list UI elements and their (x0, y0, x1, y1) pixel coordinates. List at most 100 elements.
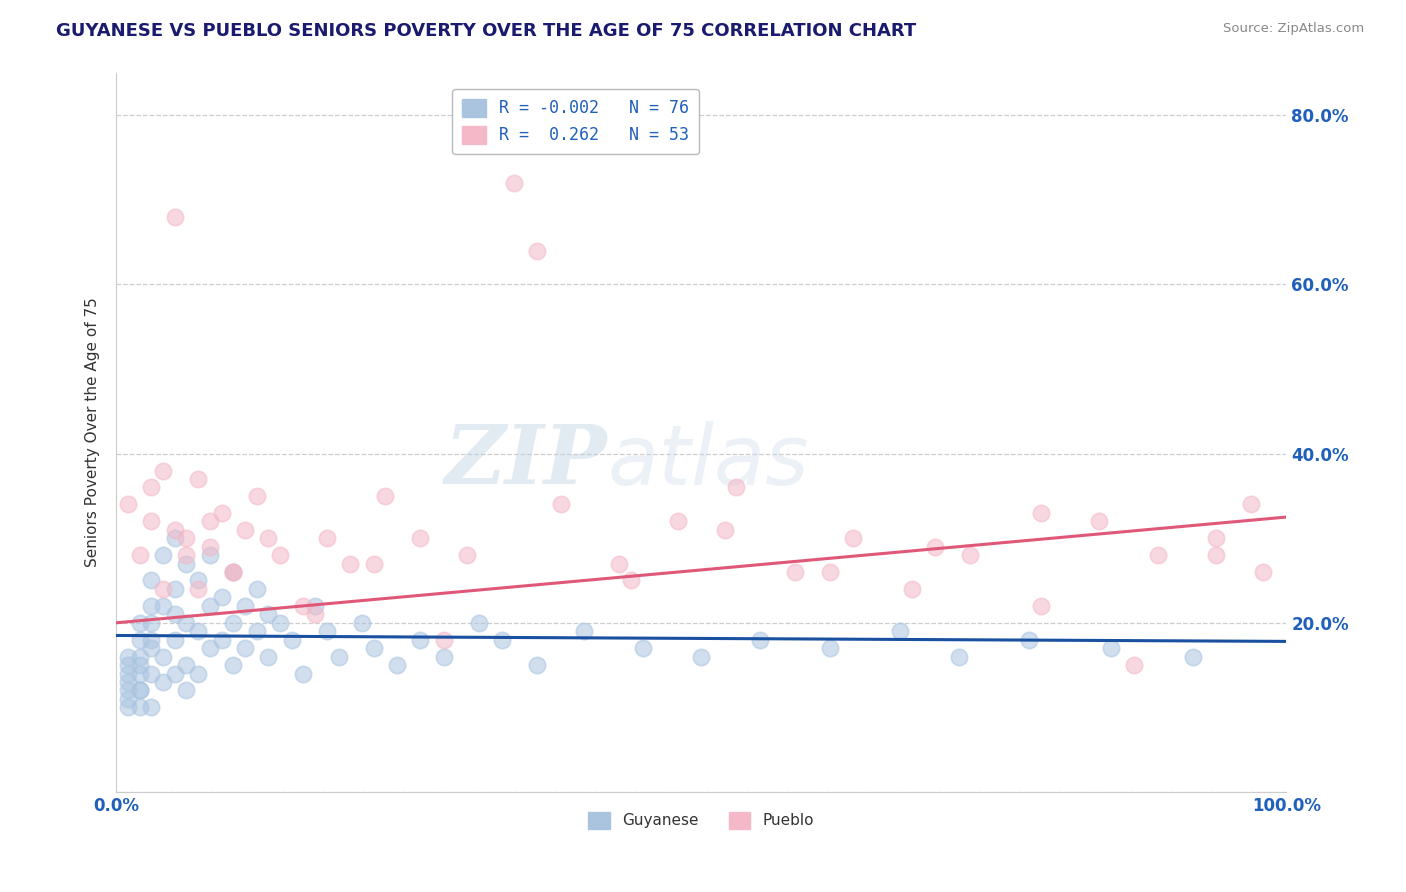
Point (141, 480, 163, 494)
Point (666, 514, 689, 528)
Point (1029, 506, 1052, 520)
Point (163, 523, 186, 537)
Point (222, 565, 245, 579)
Point (211, 506, 233, 520)
Point (328, 649, 350, 664)
Point (141, 574, 163, 588)
Point (363, 641, 385, 656)
Point (163, 531, 186, 545)
Point (117, 675, 139, 690)
Point (176, 548, 198, 562)
Point (117, 649, 139, 664)
Point (128, 666, 150, 681)
Point (163, 210, 186, 224)
Text: ZIP: ZIP (446, 421, 607, 501)
Point (187, 666, 209, 681)
Point (187, 574, 209, 588)
Point (433, 649, 456, 664)
Point (1205, 531, 1227, 545)
Point (128, 615, 150, 630)
Point (128, 658, 150, 673)
Point (1088, 514, 1111, 528)
Point (257, 607, 280, 622)
Point (187, 472, 209, 486)
Point (818, 565, 841, 579)
Point (631, 641, 654, 656)
Point (128, 683, 150, 698)
Point (222, 565, 245, 579)
Y-axis label: Seniors Poverty Over the Age of 75: Seniors Poverty Over the Age of 75 (86, 298, 100, 567)
Point (1123, 658, 1146, 673)
Point (468, 615, 491, 630)
Point (233, 599, 256, 613)
Point (117, 683, 139, 698)
Point (315, 624, 337, 639)
Point (128, 683, 150, 698)
Point (1018, 632, 1040, 647)
Point (409, 632, 432, 647)
Point (491, 632, 513, 647)
Point (609, 557, 631, 571)
Point (246, 582, 269, 596)
Point (117, 666, 139, 681)
Point (152, 582, 174, 596)
Point (176, 557, 198, 571)
Point (690, 649, 713, 664)
Point (176, 531, 198, 545)
Point (246, 624, 269, 639)
Text: atlas: atlas (607, 421, 810, 501)
Point (198, 540, 221, 554)
Point (889, 624, 911, 639)
Point (222, 615, 245, 630)
Point (257, 531, 280, 545)
Point (385, 658, 408, 673)
Point (1146, 548, 1168, 562)
Point (315, 531, 337, 545)
Point (222, 658, 245, 673)
Point (117, 658, 139, 673)
Point (211, 591, 233, 605)
Point (269, 615, 291, 630)
Point (433, 632, 456, 647)
Point (233, 523, 256, 537)
Point (304, 599, 326, 613)
Point (141, 615, 163, 630)
Point (128, 632, 150, 647)
Point (257, 649, 280, 664)
Point (1240, 497, 1263, 511)
Point (117, 497, 139, 511)
Point (1099, 641, 1122, 656)
Point (842, 531, 865, 545)
Point (269, 548, 291, 562)
Point (713, 523, 735, 537)
Point (350, 615, 373, 630)
Point (550, 497, 572, 511)
Point (363, 557, 385, 571)
Point (281, 632, 304, 647)
Point (233, 641, 256, 656)
Text: GUYANESE VS PUEBLO SENIORS POVERTY OVER THE AGE OF 75 CORRELATION CHART: GUYANESE VS PUEBLO SENIORS POVERTY OVER … (56, 22, 917, 40)
Point (198, 514, 221, 528)
Point (948, 649, 970, 664)
Point (526, 658, 548, 673)
Point (1181, 649, 1204, 664)
Point (818, 641, 841, 656)
Point (748, 632, 770, 647)
Point (128, 700, 150, 714)
Point (152, 548, 174, 562)
Legend: Guyanese, Pueblo: Guyanese, Pueblo (582, 805, 820, 835)
Point (152, 464, 174, 478)
Point (198, 548, 221, 562)
Point (141, 700, 163, 714)
Point (959, 548, 981, 562)
Point (924, 540, 946, 554)
Point (304, 607, 326, 622)
Point (409, 531, 432, 545)
Point (152, 599, 174, 613)
Point (574, 624, 596, 639)
Point (901, 582, 924, 596)
Point (163, 666, 186, 681)
Point (292, 666, 315, 681)
Point (152, 675, 174, 690)
Point (246, 489, 269, 503)
